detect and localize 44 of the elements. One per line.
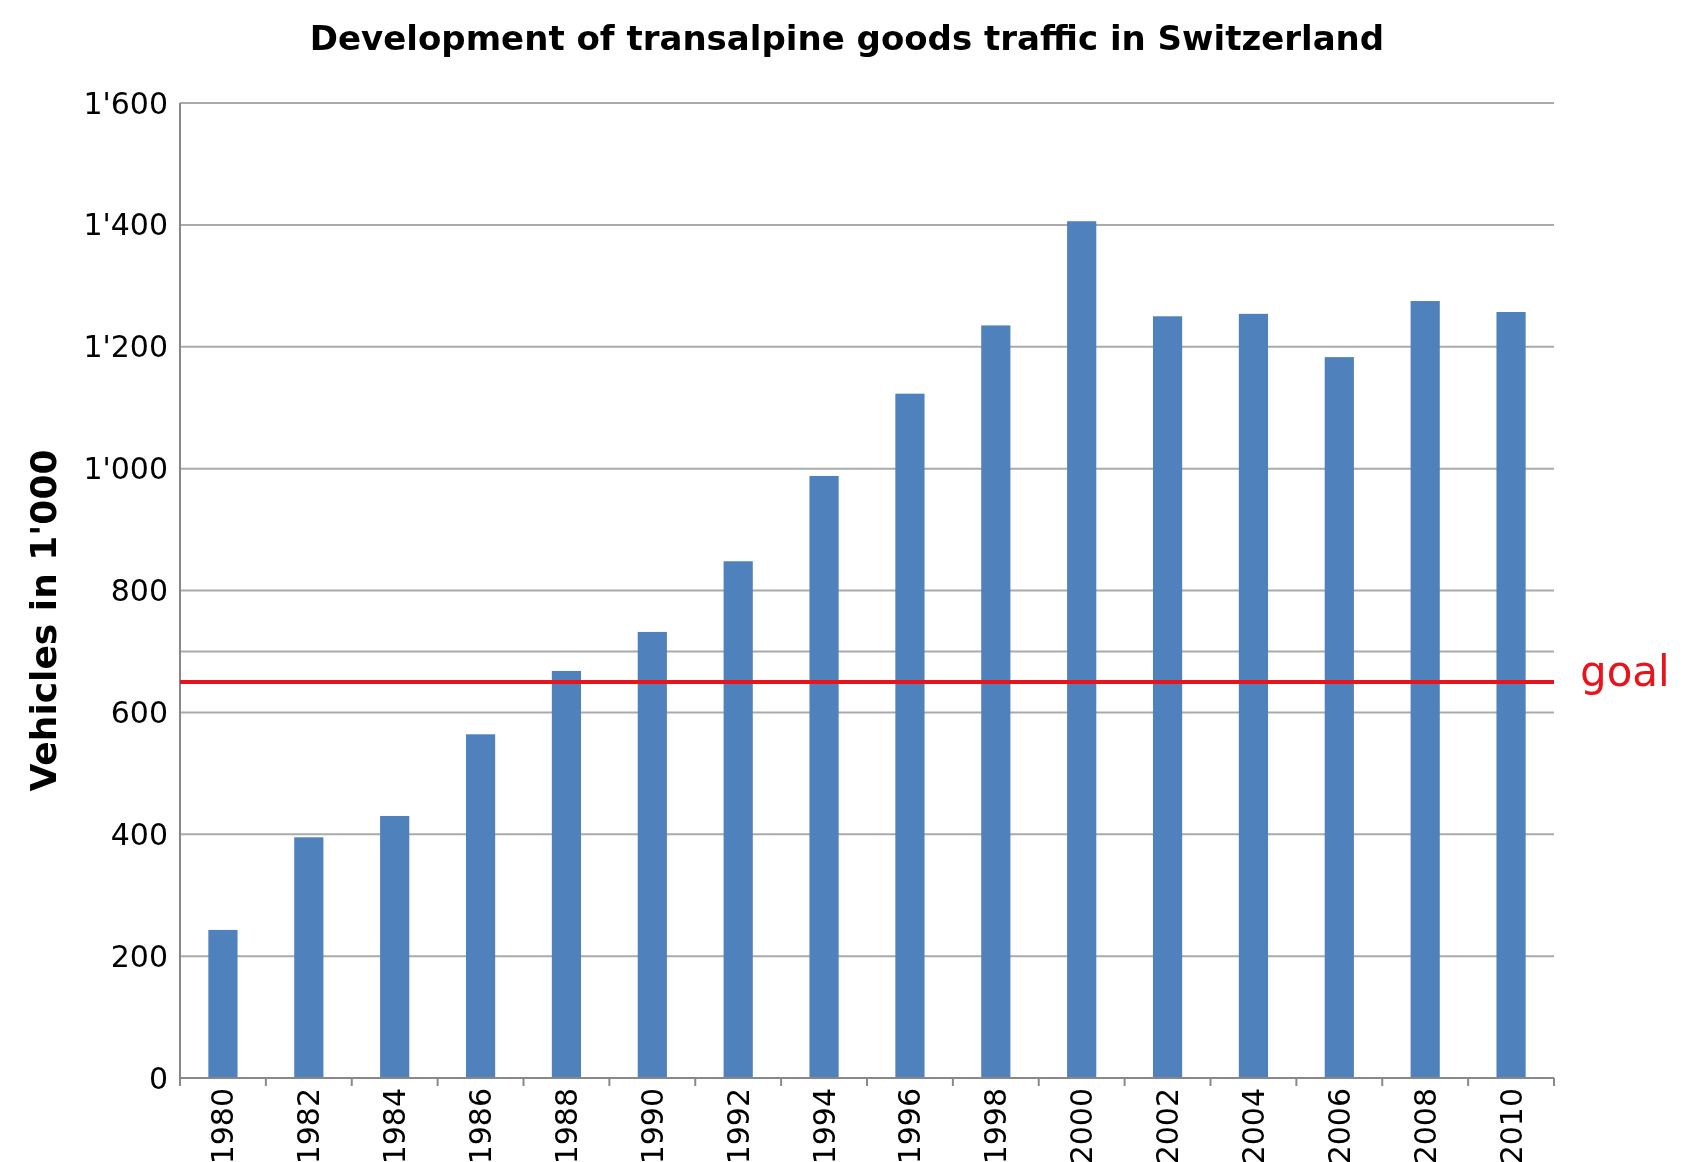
x-tick-label: 1980	[205, 1088, 241, 1162]
y-axis-title: Vehicles in 1'000	[23, 449, 64, 792]
bar	[637, 631, 667, 1078]
bar	[380, 815, 410, 1078]
x-tick-label: 2006	[1321, 1088, 1357, 1162]
bar	[1324, 357, 1354, 1078]
x-tick-label: 1996	[892, 1088, 928, 1162]
y-tick-label: 0	[148, 1060, 168, 1096]
y-tick-label: 800	[110, 573, 168, 608]
x-tick-label: 2004	[1235, 1088, 1271, 1162]
bar	[809, 475, 839, 1078]
x-tick-label: 2000	[1064, 1088, 1100, 1162]
x-tick-label: 1984	[377, 1088, 413, 1162]
bar	[551, 670, 582, 1078]
x-tick-label: 2010	[1493, 1088, 1529, 1162]
x-tick-label: 1982	[291, 1088, 327, 1162]
bar	[981, 325, 1011, 1078]
chart-title: Development of transalpine goods traffic in Switzerland	[309, 18, 1385, 58]
y-tick-label: 200	[110, 938, 168, 974]
y-tick-label: 1'000	[83, 451, 168, 487]
bar	[723, 561, 753, 1078]
bar	[1152, 316, 1183, 1078]
y-tick-label: 1'600	[83, 85, 168, 121]
bar	[465, 734, 496, 1078]
y-tick-label: 400	[110, 816, 168, 852]
bar	[1496, 312, 1526, 1078]
x-tick-label: 1990	[634, 1088, 670, 1162]
x-tick-label: 1986	[463, 1088, 499, 1162]
x-tick-label: 2002	[1150, 1088, 1186, 1162]
x-tick-label: 2008	[1407, 1088, 1443, 1162]
y-tick-label: 1'400	[83, 207, 168, 243]
bar	[895, 393, 925, 1078]
bar	[1410, 301, 1440, 1078]
bar	[208, 929, 238, 1078]
ref-line-label: goal	[1580, 647, 1670, 697]
bar	[294, 837, 324, 1078]
bar	[1238, 313, 1269, 1078]
x-tick-label: 1988	[548, 1088, 584, 1162]
bar	[1067, 221, 1097, 1078]
x-tick-label: 1994	[806, 1088, 842, 1162]
y-tick-label: 1'200	[83, 329, 168, 365]
y-tick-label: 600	[110, 694, 168, 730]
x-tick-label: 1992	[720, 1088, 756, 1162]
x-tick-label: 1998	[978, 1088, 1014, 1162]
